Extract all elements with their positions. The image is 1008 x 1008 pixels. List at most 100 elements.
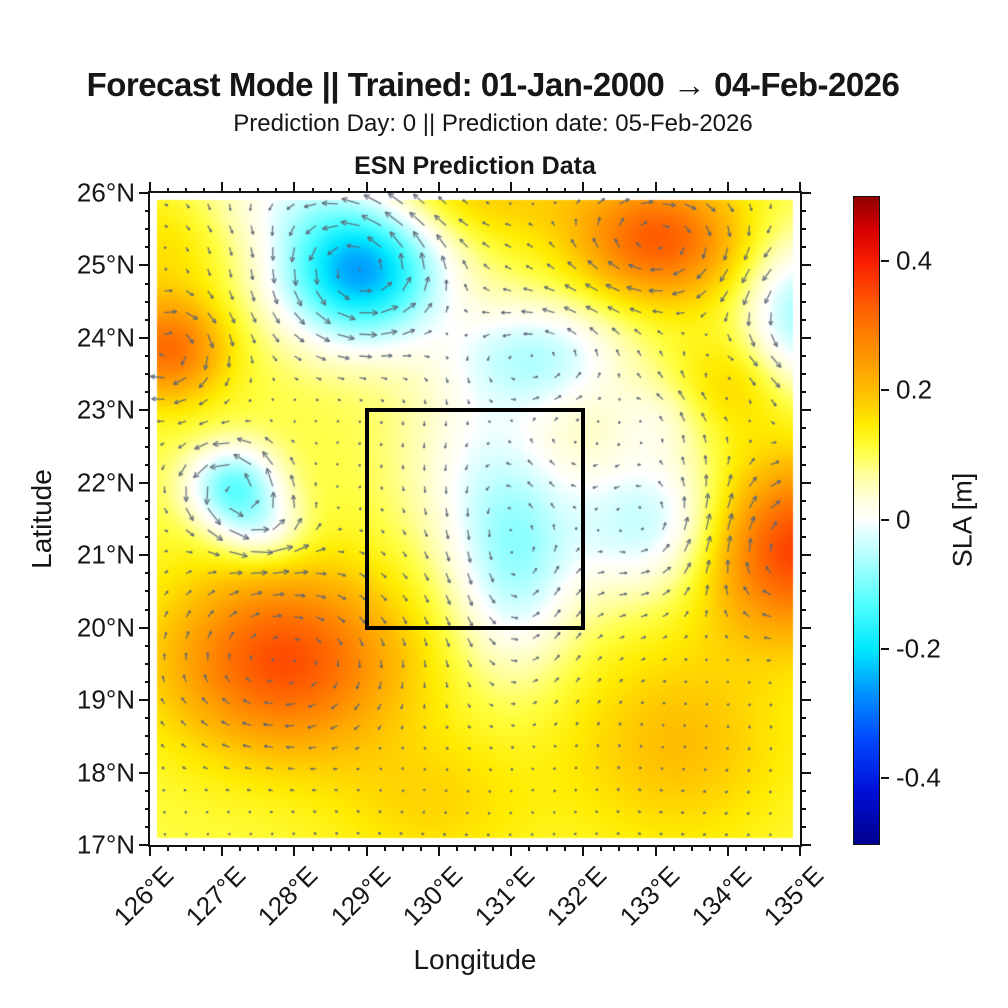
tick-mark [144,753,150,756]
tick-mark [167,845,170,851]
tick-mark [881,518,889,521]
y-tick-label: 24°N [76,322,135,353]
tick-mark [800,463,806,466]
tick-mark [144,681,150,683]
tick-mark [881,259,889,262]
tick-mark [144,518,150,520]
tick-mark [144,590,150,593]
tick-mark [780,845,783,851]
tick-mark [726,845,729,856]
tick-mark [800,626,811,629]
tick-mark [144,536,150,539]
x-axis-label: Longitude [413,944,537,975]
tick-mark [167,187,170,193]
tick-mark [800,662,806,665]
tick-mark [293,182,296,193]
y-tick-label: 26°N [76,177,135,208]
tick-mark [139,554,150,557]
tick-mark [800,228,806,231]
tick-mark [347,187,350,193]
tick-mark [139,409,150,412]
tick-mark [600,187,603,193]
sla-heatmap-quiver-canvas [150,193,800,845]
tick-mark [144,318,150,321]
tick-mark [257,845,260,851]
tick-mark [744,845,747,851]
tick-mark [144,210,150,213]
tick-mark [144,789,150,792]
tick-mark [800,735,806,738]
tick-mark [144,445,150,448]
tick-mark [800,771,811,774]
tick-mark [800,753,806,756]
tick-mark [293,845,296,856]
tick-mark [800,644,806,647]
tick-mark [275,187,278,193]
tick-mark [144,825,150,828]
tick-mark [383,845,386,851]
tick-mark [474,845,476,851]
tick-mark [672,187,675,193]
colorbar-tick-label: 0.4 [896,245,933,276]
tick-mark [800,445,806,448]
tick-mark [800,427,806,430]
tick-mark [800,499,806,502]
tick-mark [221,845,224,856]
tick-mark [144,572,150,575]
tick-mark [144,717,150,720]
tick-mark [690,187,693,193]
tick-mark [799,182,801,193]
tick-mark [311,187,314,193]
tick-mark [401,845,404,851]
tick-mark [510,182,513,193]
tick-mark [185,845,188,851]
y-tick-label: 18°N [76,757,135,788]
tick-mark [881,777,889,780]
tick-mark [636,187,639,193]
tick-mark [762,845,765,851]
colorbar-tick-label: -0.2 [896,633,941,664]
colorbar-label: SLA [m] [947,472,978,567]
tick-mark [203,187,206,193]
tick-mark [139,336,150,339]
colorbar-tick-label: 0.2 [896,374,933,405]
axes-title: ESN Prediction Data [354,152,596,180]
tick-mark [365,845,368,856]
tick-mark [800,681,806,683]
tick-mark [800,282,806,285]
figure-subtitle: Prediction Day: 0 || Prediction date: 05… [233,110,753,137]
tick-mark [744,187,747,193]
y-tick-label: 21°N [76,539,135,570]
y-tick-label: 19°N [76,684,135,715]
tick-mark [144,662,150,665]
tick-mark [401,187,404,193]
figure-title: Forecast Mode || Trained: 01-Jan-2000 → … [86,66,900,103]
tick-mark [564,845,567,851]
y-tick-label: 22°N [76,467,135,498]
tick-mark [365,182,368,193]
tick-mark [636,845,639,851]
tick-mark [800,572,806,575]
tick-mark [881,647,889,650]
tick-mark [144,735,150,738]
tick-mark [139,626,150,629]
tick-mark [582,845,585,856]
tick-mark [144,463,150,466]
tick-mark [139,844,150,846]
tick-mark [437,845,440,856]
tick-mark [618,187,621,193]
tick-mark [144,355,150,357]
tick-mark [144,373,150,376]
tick-mark [528,187,531,193]
tick-mark [144,246,150,249]
tick-mark [800,518,806,520]
tick-mark [800,536,806,539]
tick-mark [881,389,889,392]
tick-mark [800,336,811,339]
tick-mark [144,282,150,285]
tick-mark [492,187,495,193]
colorbar-tick-label: 0 [896,504,911,534]
y-tick-label: 20°N [76,612,135,643]
tick-mark [564,187,567,193]
